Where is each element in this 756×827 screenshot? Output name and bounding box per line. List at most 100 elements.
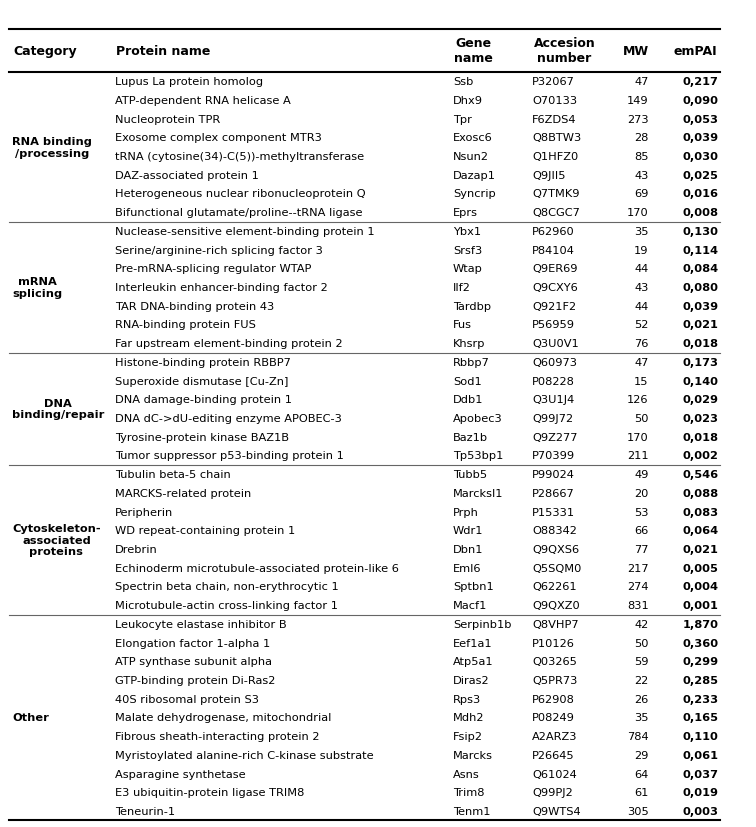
Text: Rbbp7: Rbbp7 [453,357,490,367]
Text: 0,008: 0,008 [682,208,718,218]
Text: P84104: P84104 [532,246,575,256]
Text: Diras2: Diras2 [453,675,489,686]
Text: 35: 35 [634,713,649,723]
Text: Atp5a1: Atp5a1 [453,657,494,667]
Text: 76: 76 [634,339,649,349]
Text: Drebrin: Drebrin [115,544,158,554]
Text: 35: 35 [634,227,649,237]
Text: 42: 42 [634,619,649,629]
Text: 0,088: 0,088 [682,488,718,499]
Text: 28: 28 [634,133,649,143]
Text: 0,019: 0,019 [682,787,718,797]
Text: Bifunctional glutamate/proline--tRNA ligase: Bifunctional glutamate/proline--tRNA lig… [115,208,362,218]
Text: Peripherin: Peripherin [115,507,173,517]
Text: P15331: P15331 [532,507,575,517]
Text: Q61024: Q61024 [532,768,577,779]
Text: Serpinb1b: Serpinb1b [453,619,511,629]
Text: 0,546: 0,546 [682,470,718,480]
Text: Q3U1J4: Q3U1J4 [532,394,575,405]
Text: P32067: P32067 [532,77,575,87]
Text: O88342: O88342 [532,526,577,536]
Text: Malate dehydrogenase, mitochondrial: Malate dehydrogenase, mitochondrial [115,713,331,723]
Text: Dhx9: Dhx9 [453,96,483,106]
Text: 0,299: 0,299 [682,657,718,667]
Text: 0,002: 0,002 [683,451,718,461]
Text: Cytoskeleton-
associated
proteins: Cytoskeleton- associated proteins [12,523,101,557]
Text: Tubulin beta-5 chain: Tubulin beta-5 chain [115,470,231,480]
Text: P70399: P70399 [532,451,575,461]
Text: Q03265: Q03265 [532,657,577,667]
Text: 0,110: 0,110 [683,731,718,741]
Text: Eprs: Eprs [453,208,478,218]
Text: emPAI: emPAI [673,45,717,58]
Text: WD repeat-containing protein 1: WD repeat-containing protein 1 [115,526,295,536]
Text: Q99PJ2: Q99PJ2 [532,787,573,797]
Text: 61: 61 [634,787,649,797]
Text: 47: 47 [634,77,649,87]
Text: 0,173: 0,173 [682,357,718,367]
Text: Gene
name: Gene name [454,37,493,65]
Text: 274: 274 [627,581,649,592]
Text: 0,360: 0,360 [682,638,718,648]
Text: Heterogeneous nuclear ribonucleoprotein Q: Heterogeneous nuclear ribonucleoprotein … [115,189,366,199]
Text: 0,090: 0,090 [682,96,718,106]
Text: Q60973: Q60973 [532,357,578,367]
Text: Q99J72: Q99J72 [532,414,573,423]
Text: 0,039: 0,039 [682,133,718,143]
Text: RNA-binding protein FUS: RNA-binding protein FUS [115,320,256,330]
Text: 0,084: 0,084 [682,264,718,274]
Text: 0,064: 0,064 [682,526,718,536]
Text: Trim8: Trim8 [453,787,485,797]
Text: 69: 69 [634,189,649,199]
Text: 49: 49 [634,470,649,480]
Text: 77: 77 [634,544,649,554]
Text: 44: 44 [634,301,649,312]
Text: Exosc6: Exosc6 [453,133,493,143]
Text: Tenm1: Tenm1 [453,806,491,816]
Text: Protein name: Protein name [116,45,211,58]
Text: P28667: P28667 [532,488,575,499]
Text: Pre-mRNA-splicing regulator WTAP: Pre-mRNA-splicing regulator WTAP [115,264,311,274]
Text: Q5PR73: Q5PR73 [532,675,578,686]
Text: mRNA
splicing: mRNA splicing [12,277,62,299]
Text: P56959: P56959 [532,320,575,330]
Text: Q9JII5: Q9JII5 [532,170,565,180]
Text: Q1HFZ0: Q1HFZ0 [532,152,578,162]
Text: Tp53bp1: Tp53bp1 [453,451,503,461]
Text: P62960: P62960 [532,227,575,237]
Text: Superoxide dismutase [Cu-Zn]: Superoxide dismutase [Cu-Zn] [115,376,288,386]
Text: 0,023: 0,023 [682,414,718,423]
Text: Q9QXZ0: Q9QXZ0 [532,600,580,610]
Text: 0,130: 0,130 [682,227,718,237]
Text: Myristoylated alanine-rich C-kinase substrate: Myristoylated alanine-rich C-kinase subs… [115,750,373,760]
Text: Q8CGC7: Q8CGC7 [532,208,580,218]
Text: 0,025: 0,025 [683,170,718,180]
Text: 0,083: 0,083 [682,507,718,517]
Text: 170: 170 [627,433,649,442]
Text: Tumor suppressor p53-binding protein 1: Tumor suppressor p53-binding protein 1 [115,451,344,461]
Text: 64: 64 [634,768,649,779]
Text: Apobec3: Apobec3 [453,414,503,423]
Text: 0,016: 0,016 [682,189,718,199]
Text: GTP-binding protein Di-Ras2: GTP-binding protein Di-Ras2 [115,675,275,686]
Text: Q5SQM0: Q5SQM0 [532,563,581,573]
Text: Q9ER69: Q9ER69 [532,264,578,274]
Text: Srsf3: Srsf3 [453,246,482,256]
Text: P99024: P99024 [532,470,575,480]
Text: 170: 170 [627,208,649,218]
Text: Dazap1: Dazap1 [453,170,496,180]
Text: 47: 47 [634,357,649,367]
Text: Q921F2: Q921F2 [532,301,576,312]
Text: 43: 43 [634,170,649,180]
Text: 0,018: 0,018 [682,339,718,349]
Text: 0,061: 0,061 [682,750,718,760]
Text: 20: 20 [634,488,649,499]
Text: Microtubule-actin cross-linking factor 1: Microtubule-actin cross-linking factor 1 [115,600,338,610]
Text: Wdr1: Wdr1 [453,526,483,536]
Text: Echinoderm microtubule-associated protein-like 6: Echinoderm microtubule-associated protei… [115,563,398,573]
Text: MW: MW [622,45,649,58]
Text: 53: 53 [634,507,649,517]
Text: Nsun2: Nsun2 [453,152,489,162]
Text: 0,114: 0,114 [682,246,718,256]
Text: 0,217: 0,217 [683,77,718,87]
